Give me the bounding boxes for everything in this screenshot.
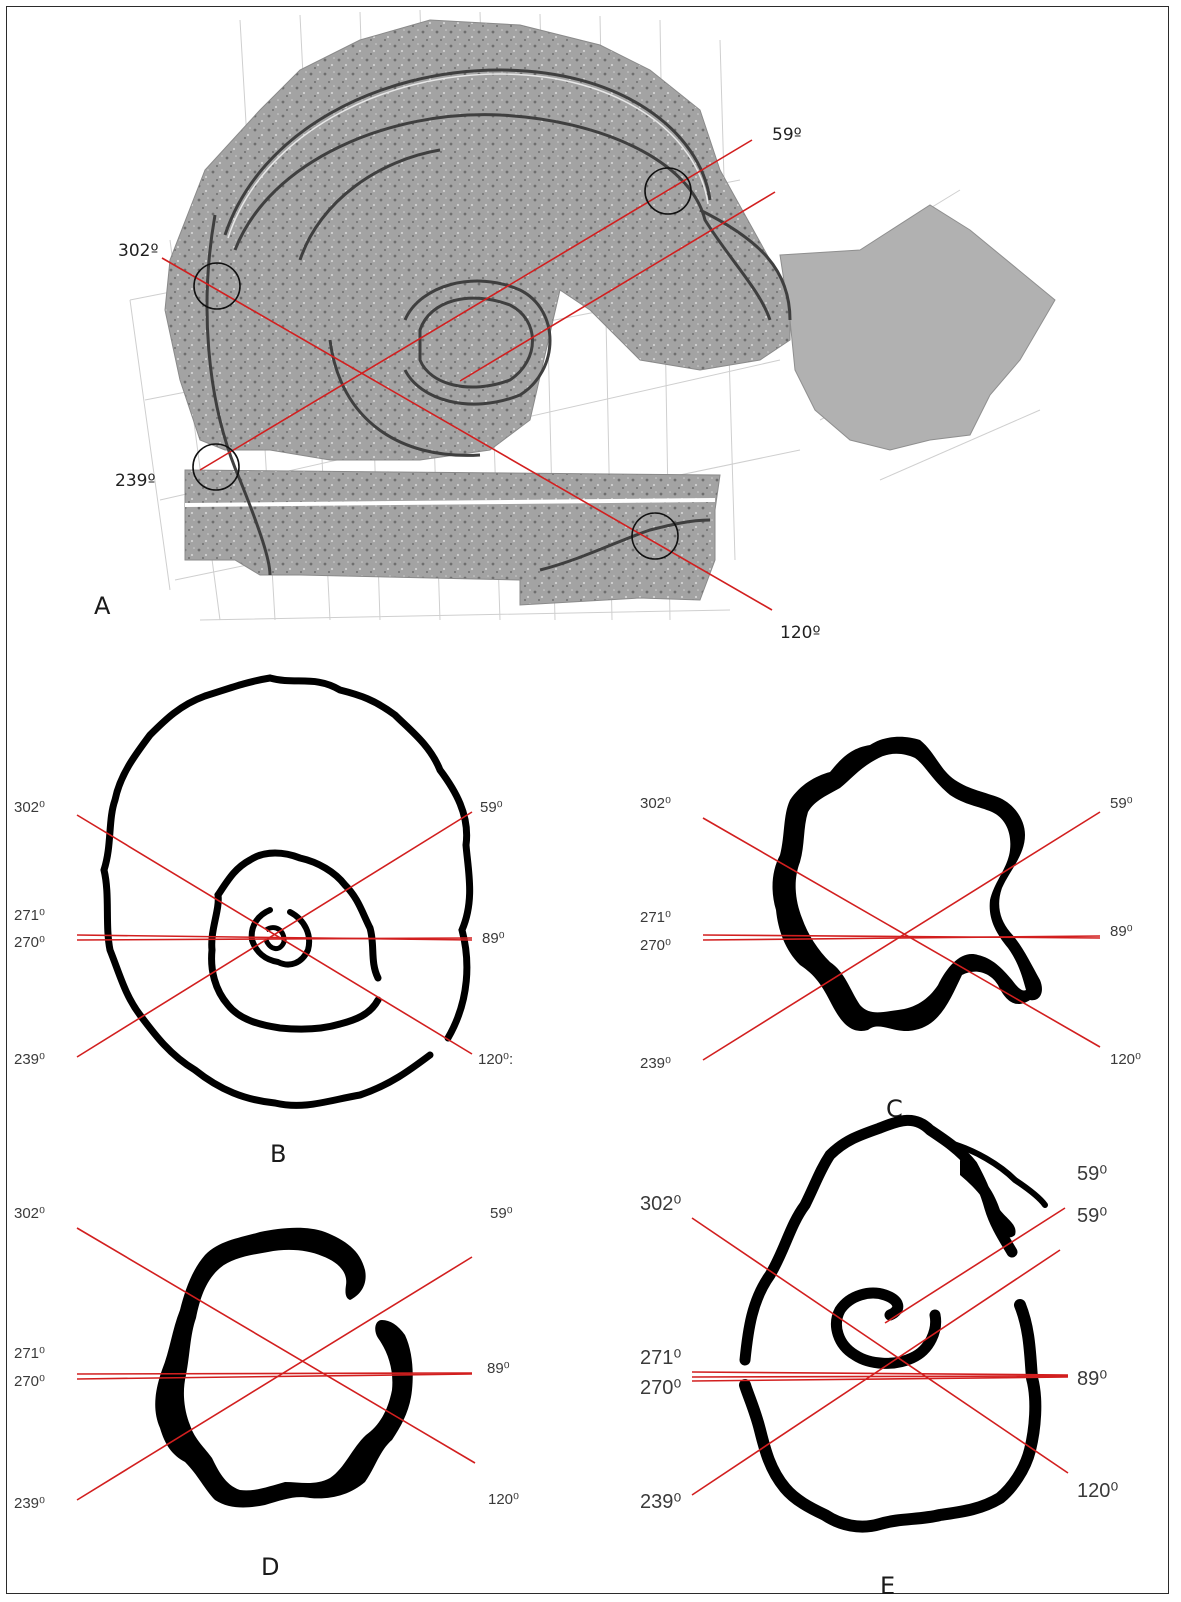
panel-b-angle-271: 271⁰ <box>14 907 45 924</box>
panel-d-angle-59: 59⁰ <box>490 1205 513 1222</box>
panel-b-label: B <box>270 1140 286 1168</box>
panel-e-angle-239: 239⁰ <box>640 1491 681 1513</box>
panel-c-angle-270: 270⁰ <box>640 937 671 954</box>
panel-e-lower-ditch <box>739 1299 1042 1533</box>
panel-d-angle-89: 89⁰ <box>487 1360 510 1377</box>
figure-frame <box>6 6 1169 1594</box>
panel-e-angle-302: 302⁰ <box>640 1193 681 1215</box>
panel-b-angle-302: 302⁰ <box>14 799 45 816</box>
marker-circles <box>192 167 692 560</box>
panel-a-survey: 302º 59º 239º 120º A <box>94 9 1056 643</box>
panel-c-plan: 302⁰ 59⁰ 271⁰ 270⁰ 89⁰ 239⁰ 120⁰ C <box>640 736 1141 1123</box>
panel-e-angle-271: 271⁰ <box>640 1347 681 1369</box>
panel-e-inner-arc <box>960 1160 1016 1238</box>
panel-a-angle-120: 120º <box>780 623 820 643</box>
panel-b-plan: 302⁰ 59⁰ 271⁰ 270⁰ 89⁰ 239⁰ 120⁰: B <box>14 674 513 1168</box>
circle-59 <box>644 167 692 215</box>
panel-d-plan: 302⁰ 59⁰ 271⁰ 270⁰ 89⁰ 239⁰ 120⁰ D <box>14 1205 519 1581</box>
panel-e-angle-89: 89⁰ <box>1077 1368 1107 1390</box>
panel-d-angle-270: 270⁰ <box>14 1373 45 1390</box>
panel-c-label: C <box>886 1095 903 1123</box>
panel-b-angle-239: 239⁰ <box>14 1051 45 1068</box>
panel-d-ring <box>155 1227 413 1508</box>
panel-b-outer-ring <box>100 674 474 1109</box>
panel-b-angle-89: 89⁰ <box>482 930 505 947</box>
panel-c-angle-271: 271⁰ <box>640 909 671 926</box>
circle-239 <box>192 443 240 491</box>
panel-b-angle-270: 270⁰ <box>14 934 45 951</box>
bearing-lines-b <box>76 811 473 1058</box>
panel-e-outer-ditch <box>739 1114 1018 1366</box>
survey-annex-right <box>779 204 1056 451</box>
bearing-lines-d <box>76 1227 476 1501</box>
panel-c-angle-89: 89⁰ <box>1110 923 1133 940</box>
panel-b-core <box>263 925 287 951</box>
circle-302 <box>193 262 241 310</box>
bearing-lines-a <box>161 139 776 611</box>
panel-b-middle-ring <box>208 849 382 1033</box>
panel-b-inner-ring <box>248 907 312 968</box>
panel-e-inner-spiral <box>831 1287 942 1369</box>
panel-d-label: D <box>261 1553 279 1581</box>
panel-b-angle-120: 120⁰: <box>478 1051 513 1068</box>
survey-strip-line <box>184 498 716 507</box>
ditch-light-edge <box>227 73 709 239</box>
bearing-lines-c <box>702 811 1101 1061</box>
panel-c-ring <box>772 736 1042 1032</box>
panel-e-angle-59b: 59⁰ <box>1077 1205 1107 1227</box>
bearing-lines-e <box>691 1207 1069 1496</box>
panel-c-angle-239: 239⁰ <box>640 1055 671 1072</box>
panel-c-angle-302: 302⁰ <box>640 795 671 812</box>
survey-strip-bottom <box>184 469 721 606</box>
panel-a-angle-239: 239º <box>115 471 155 491</box>
panel-e-angle-270: 270⁰ <box>640 1377 681 1399</box>
panel-e-angle-120: 120⁰ <box>1077 1480 1118 1502</box>
panel-a-label: A <box>94 592 111 620</box>
panel-e-label: E <box>880 1572 895 1600</box>
circle-120 <box>631 512 679 560</box>
panel-e-angle-59a: 59⁰ <box>1077 1163 1107 1185</box>
ditch-features <box>205 68 792 576</box>
panel-c-angle-59: 59⁰ <box>1110 795 1133 812</box>
panel-d-angle-302: 302⁰ <box>14 1205 45 1222</box>
panel-d-angle-239: 239⁰ <box>14 1495 45 1512</box>
panel-b-angle-59: 59⁰ <box>480 799 503 816</box>
panel-e-plan: 302⁰ 59⁰ 59⁰ 271⁰ 270⁰ 89⁰ 239⁰ 120⁰ E <box>640 1114 1118 1600</box>
panel-c-angle-120: 120⁰ <box>1110 1051 1141 1068</box>
panel-a-angle-59: 59º <box>772 125 802 145</box>
panel-d-angle-271: 271⁰ <box>14 1345 45 1362</box>
panel-d-angle-120: 120⁰ <box>488 1491 519 1508</box>
panel-a-angle-302: 302º <box>118 241 158 261</box>
panel-e-outer-arc <box>947 1140 1048 1208</box>
